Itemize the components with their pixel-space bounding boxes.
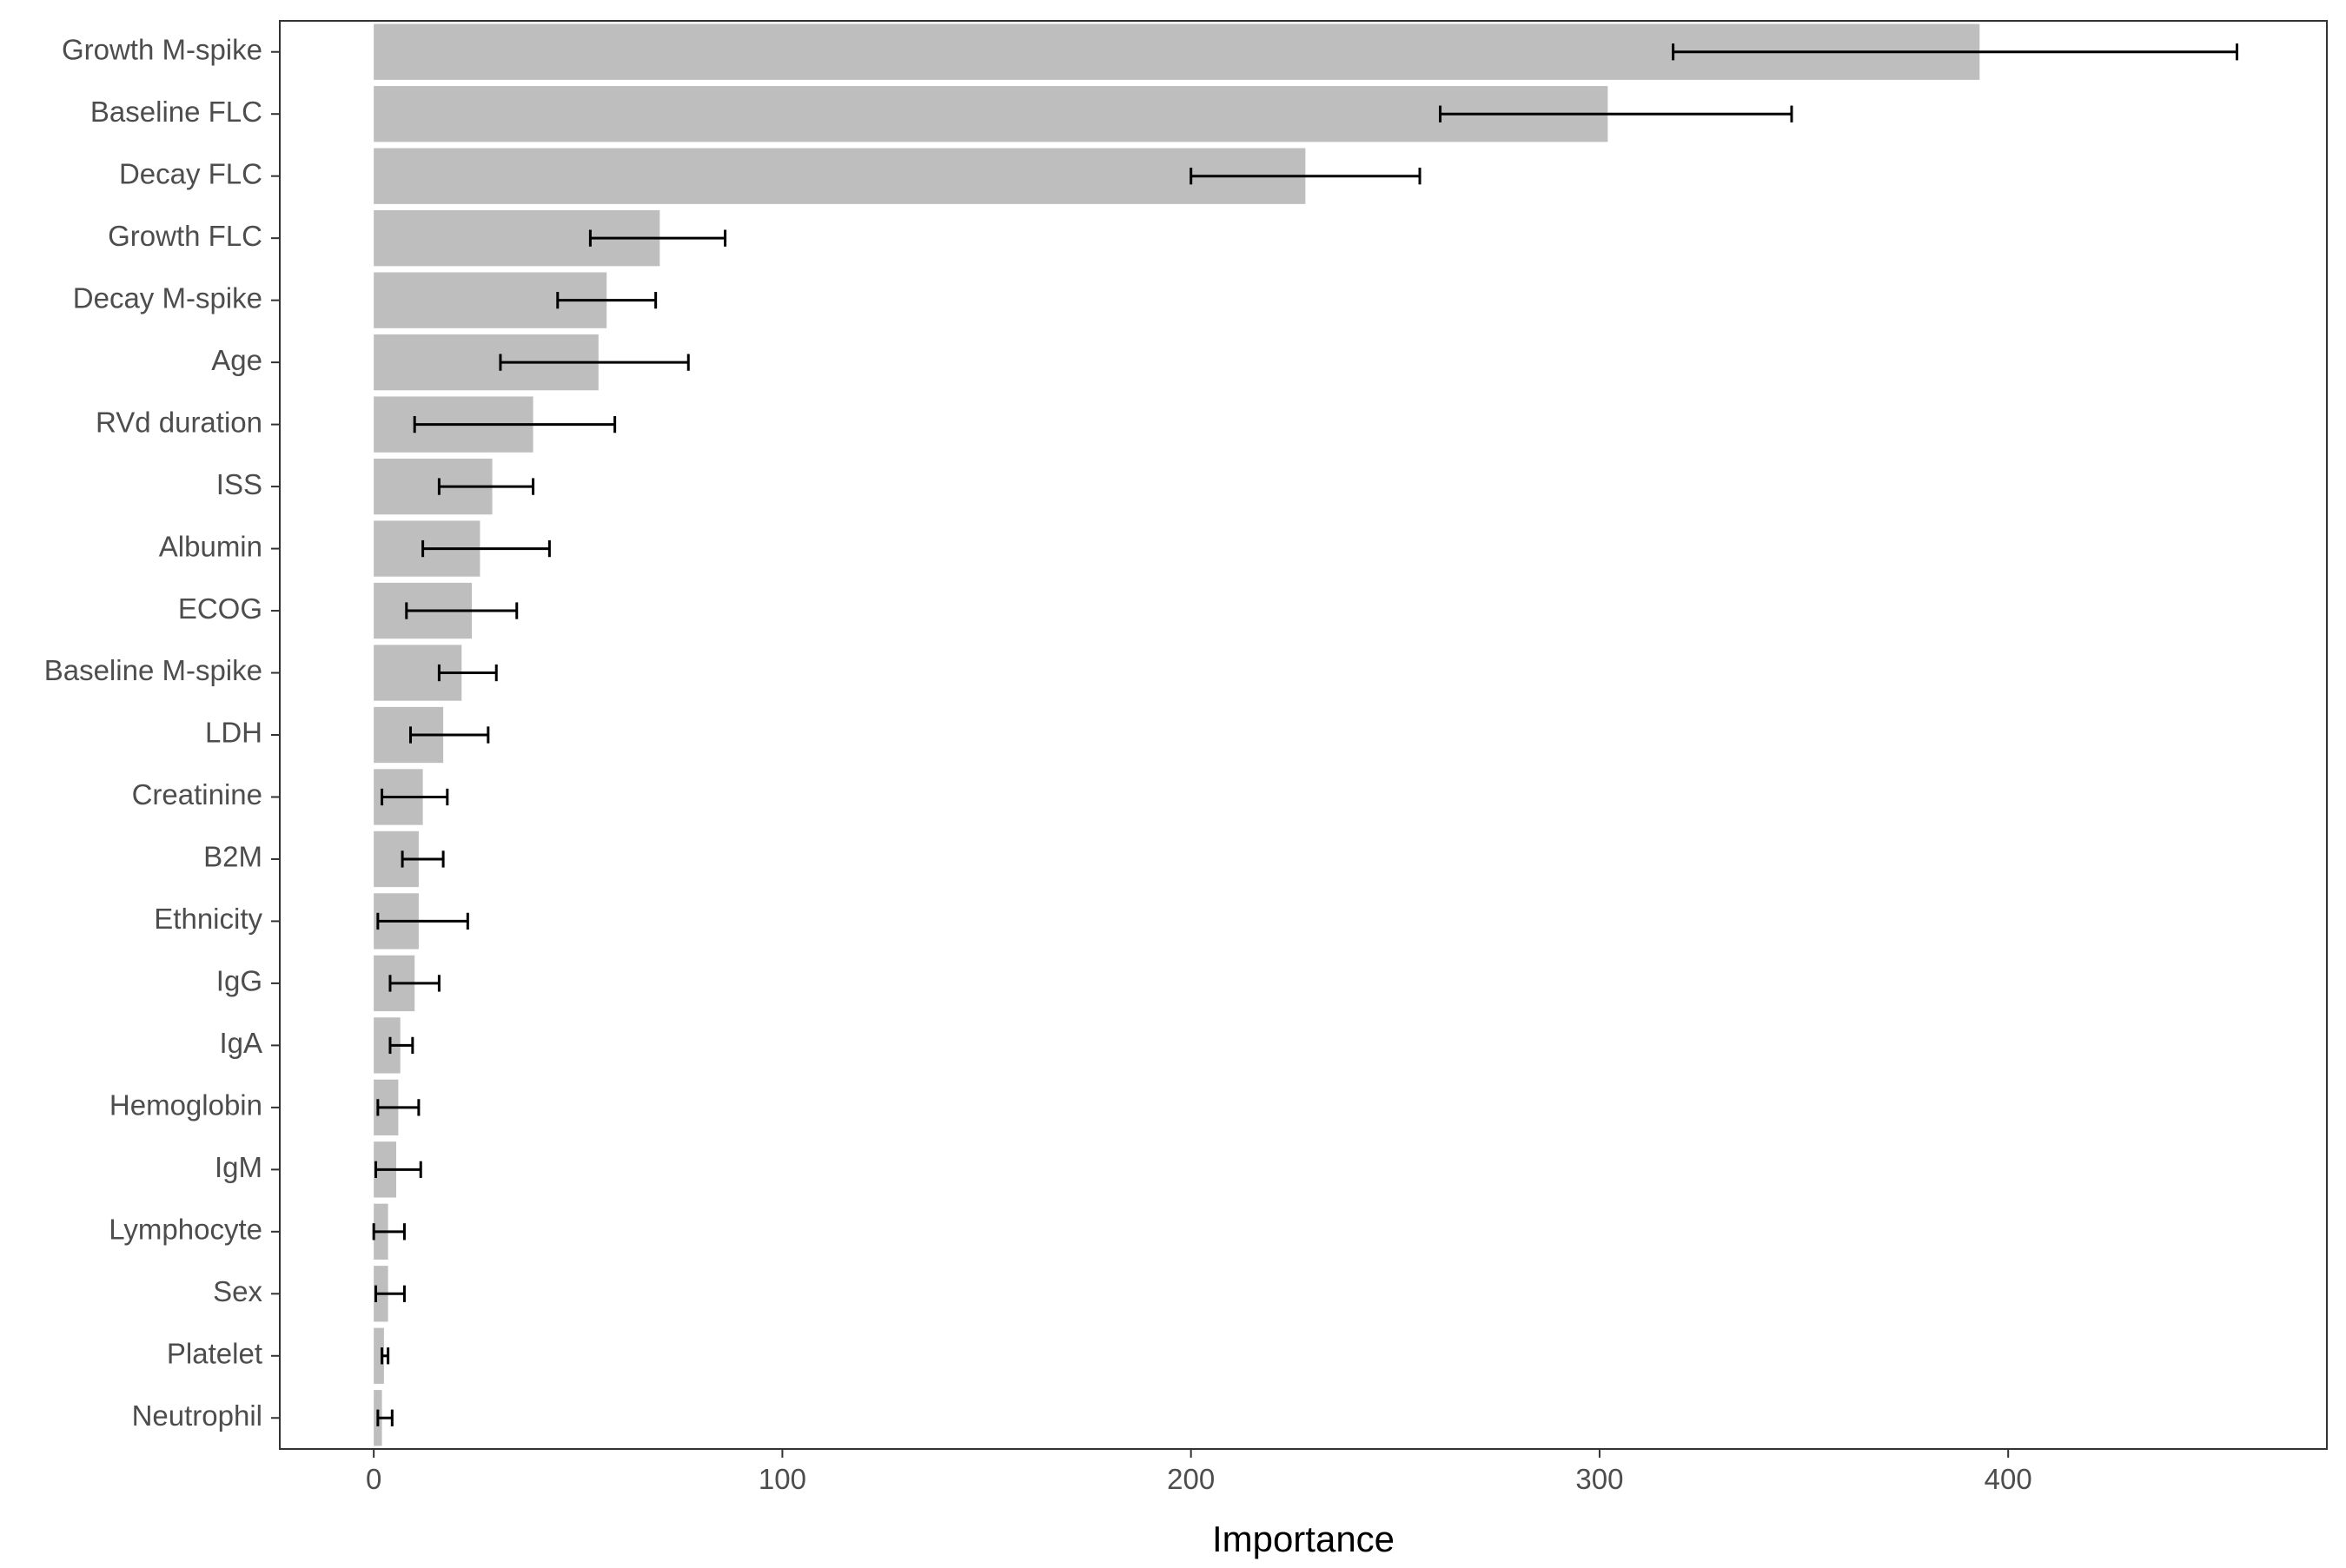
- x-axis-title: Importance: [1212, 1518, 1395, 1559]
- y-tick-label: IgA: [219, 1027, 262, 1059]
- y-tick-label: Decay M-spike: [73, 281, 262, 314]
- y-tick-label: Growth M-spike: [62, 33, 262, 65]
- x-tick-label: 300: [1575, 1463, 1623, 1495]
- x-tick-label: 100: [759, 1463, 806, 1495]
- bar: [374, 148, 1306, 204]
- y-tick-label: Neutrophil: [132, 1399, 262, 1432]
- y-tick-label: Ethnicity: [154, 903, 262, 935]
- y-tick-label: Decay FLC: [119, 157, 262, 189]
- y-tick-label: Baseline FLC: [90, 96, 262, 128]
- y-tick-label: Albumin: [159, 530, 262, 562]
- y-tick-label: Creatinine: [132, 778, 262, 810]
- y-tick-label: IgG: [216, 965, 262, 997]
- y-tick-label: Hemoglobin: [109, 1089, 262, 1121]
- y-tick-label: Platelet: [167, 1338, 262, 1370]
- bar: [374, 1327, 384, 1384]
- bars-layer: [374, 23, 1980, 1446]
- x-tick-label: 400: [1985, 1463, 2032, 1495]
- error-bars-layer: [372, 43, 2239, 1426]
- y-tick-label: IgM: [215, 1151, 262, 1183]
- y-tick-label: B2M: [203, 841, 262, 873]
- x-tick-label: 0: [366, 1463, 381, 1495]
- y-tick-label: RVd duration: [96, 406, 262, 438]
- y-tick-label: Age: [211, 344, 262, 376]
- x-tick-label: 200: [1167, 1463, 1215, 1495]
- y-tick-label: LDH: [205, 717, 262, 749]
- y-tick-label: Sex: [213, 1275, 262, 1307]
- x-axis: 0 100 200 300 400: [366, 1449, 2032, 1495]
- bar: [374, 86, 1608, 142]
- y-tick-label: ECOG: [178, 592, 262, 625]
- y-axis: Growth M-spike Baseline FLC Decay FLC Growt…: [44, 33, 280, 1432]
- y-tick-label: Baseline M-spike: [44, 654, 262, 686]
- y-tick-label: Growth FLC: [108, 220, 262, 252]
- y-tick-label: ISS: [216, 468, 262, 500]
- y-tick-label: Lymphocyte: [109, 1214, 262, 1246]
